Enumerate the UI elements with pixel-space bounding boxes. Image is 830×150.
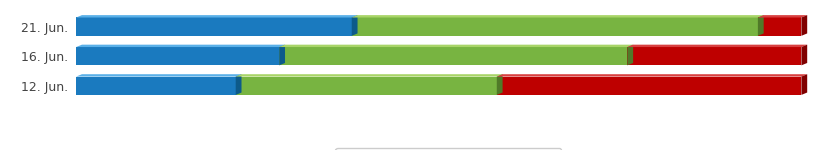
Polygon shape — [76, 45, 285, 47]
Polygon shape — [802, 74, 808, 95]
Bar — [76, 18, 352, 36]
Polygon shape — [497, 74, 808, 77]
Bar — [627, 47, 802, 65]
Polygon shape — [758, 15, 764, 36]
Bar — [497, 77, 802, 95]
Bar — [76, 77, 236, 95]
Polygon shape — [802, 15, 808, 36]
Polygon shape — [236, 74, 242, 95]
Bar — [352, 18, 758, 36]
Polygon shape — [627, 45, 633, 65]
Polygon shape — [76, 74, 242, 77]
Polygon shape — [352, 15, 764, 18]
Legend: Kalt, Normal, Warm: Kalt, Normal, Warm — [335, 148, 561, 150]
Polygon shape — [352, 15, 358, 36]
Bar — [76, 47, 279, 65]
Polygon shape — [279, 45, 633, 47]
Polygon shape — [236, 74, 503, 77]
Bar — [279, 47, 627, 65]
Polygon shape — [802, 45, 808, 65]
Polygon shape — [758, 15, 808, 18]
Polygon shape — [627, 45, 808, 47]
Bar — [236, 77, 497, 95]
Polygon shape — [279, 45, 285, 65]
Polygon shape — [497, 74, 503, 95]
Bar — [758, 18, 802, 36]
Polygon shape — [76, 15, 358, 18]
